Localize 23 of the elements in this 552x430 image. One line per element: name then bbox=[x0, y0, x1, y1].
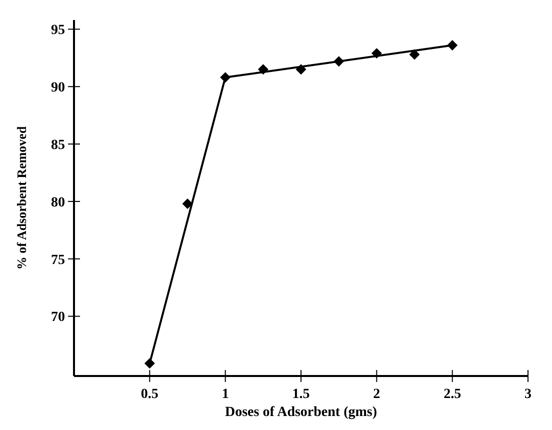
y-tick-label: 70 bbox=[51, 310, 65, 326]
x-tick-label: 2 bbox=[373, 387, 380, 402]
y-tick-label: 75 bbox=[51, 252, 65, 268]
x-tick-label: 1 bbox=[222, 387, 229, 402]
x-tick-label: 3 bbox=[524, 387, 532, 402]
x-axis-title: Doses of Adsorbent (gms) bbox=[224, 405, 378, 420]
x-tick-label: 1.5 bbox=[292, 387, 310, 402]
y-tick-label: 90 bbox=[51, 80, 65, 96]
point bbox=[409, 49, 420, 60]
point bbox=[182, 198, 193, 209]
x-tick-label: 0.5 bbox=[140, 387, 158, 402]
x-tick-label: 2.5 bbox=[444, 387, 462, 402]
point bbox=[371, 48, 382, 59]
point bbox=[334, 56, 344, 67]
point bbox=[144, 358, 155, 369]
y-tick-label: 95 bbox=[51, 23, 65, 38]
y-tick-label: 85 bbox=[51, 138, 65, 153]
point bbox=[447, 40, 458, 51]
y-axis-title: % of Adsorbent Removed bbox=[14, 126, 29, 270]
y-tick-label: 80 bbox=[51, 195, 65, 210]
point bbox=[220, 72, 231, 83]
point bbox=[258, 64, 268, 75]
point bbox=[296, 64, 306, 75]
